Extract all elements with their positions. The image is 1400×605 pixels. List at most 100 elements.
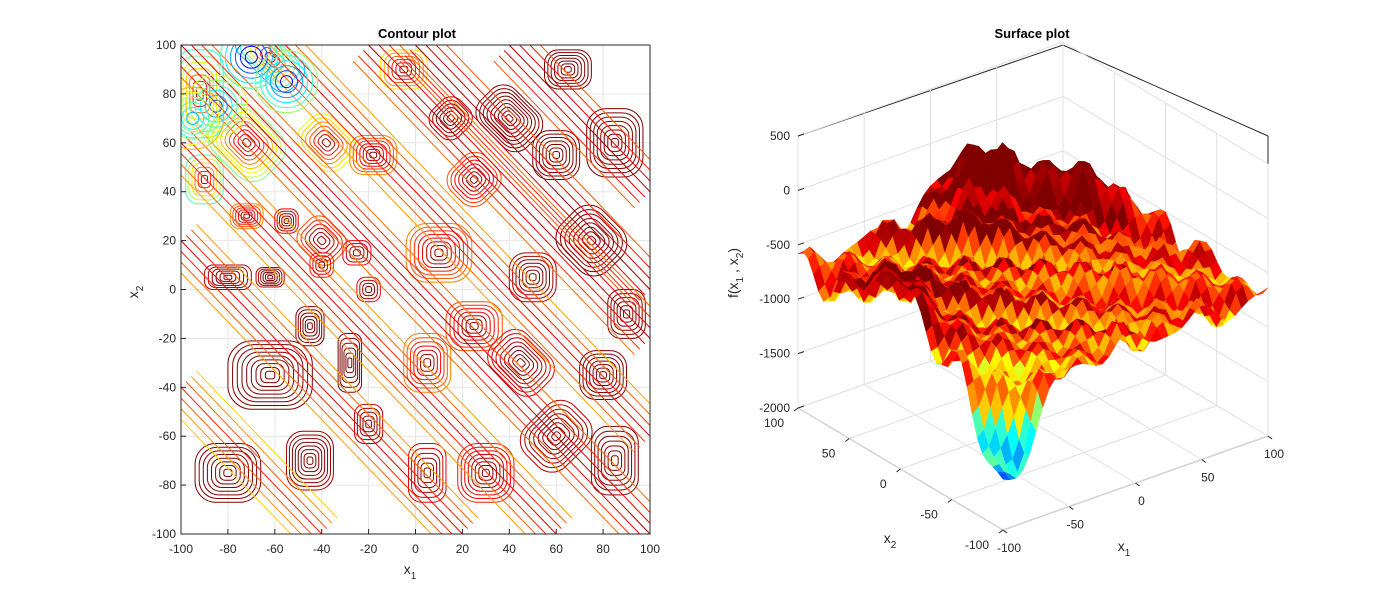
- contour-line: [607, 450, 623, 471]
- contour-line: [482, 91, 536, 145]
- contour-line: [564, 213, 619, 268]
- contour-line: [283, 218, 290, 224]
- contour-line: [365, 285, 373, 294]
- contour-line: [460, 446, 511, 500]
- contour-line: [274, 45, 650, 437]
- contour-cluster: [543, 49, 592, 90]
- contour-line: [420, 353, 435, 372]
- contour-line: [262, 271, 278, 283]
- surface-x-tick: [1002, 529, 1008, 534]
- contour-line: [435, 103, 466, 134]
- contour-line: [357, 55, 641, 350]
- contour-line: [445, 45, 650, 258]
- contour-line: [493, 60, 635, 209]
- contour-y-tick-label: -80: [159, 478, 177, 492]
- contour-line: [439, 107, 463, 130]
- contour-line: [239, 45, 263, 69]
- contour-line: [181, 152, 547, 534]
- contour-line: [269, 50, 646, 442]
- contour-cluster: [296, 113, 356, 173]
- contour-line: [573, 222, 610, 259]
- contour-line: [589, 112, 640, 174]
- surface-z-tick-label: 0: [783, 183, 790, 197]
- contour-cluster: [207, 103, 286, 183]
- surface-y-tick-label: -50: [920, 508, 938, 522]
- contour-line: [181, 163, 537, 534]
- contour-line: [194, 443, 262, 503]
- contour-line: [508, 252, 557, 303]
- contour-line: [181, 91, 220, 145]
- contour-line: [229, 45, 273, 79]
- contour-line: [258, 60, 635, 453]
- contour-line: [241, 137, 252, 148]
- contour-line: [595, 367, 611, 383]
- contour-line: [181, 76, 620, 534]
- contour-line: [543, 49, 592, 90]
- surface-y-tick-label: 0: [880, 477, 887, 491]
- contour-y-tick-label: 60: [163, 136, 177, 150]
- contour-line: [211, 268, 245, 286]
- contour-line: [388, 45, 650, 318]
- contour-y-tick-label: 80: [163, 87, 177, 101]
- contour-line: [505, 114, 514, 123]
- contour-line: [204, 94, 228, 118]
- contour-line: [458, 163, 491, 196]
- contour-line: [275, 70, 299, 94]
- surface-y-tick-label: -100: [965, 538, 989, 552]
- contour-y-tick-label: -60: [159, 429, 177, 443]
- contour-line: [515, 259, 550, 296]
- contour-line: [503, 345, 539, 381]
- contour-line: [535, 133, 577, 177]
- contour-x-tick-label: 80: [596, 542, 610, 556]
- contour-line: [291, 438, 329, 484]
- contour-line: [413, 345, 442, 381]
- contour-line: [589, 360, 618, 390]
- contour-line: [610, 293, 643, 335]
- contour-line: [428, 96, 473, 141]
- contour-line: [525, 269, 540, 285]
- surface-xlabel: x1: [1118, 538, 1131, 559]
- surface-title: Surface plot: [994, 26, 1070, 41]
- contour-line: [215, 461, 241, 485]
- contour-line: [478, 465, 494, 481]
- contour-line: [469, 175, 479, 184]
- contour-line: [181, 55, 641, 534]
- contour-line: [404, 55, 641, 301]
- contour-line: [255, 363, 285, 387]
- contour-cluster: [586, 108, 644, 178]
- contour-line: [190, 45, 650, 524]
- contour-line: [232, 205, 261, 227]
- contour-line: [499, 341, 543, 385]
- surface-y-tick: [947, 499, 953, 503]
- contour-line: [607, 289, 646, 339]
- contour-cluster: [457, 443, 515, 503]
- contour-line: [586, 235, 597, 246]
- contour-line: [538, 137, 574, 173]
- contour-line: [190, 131, 567, 524]
- contour-line: [398, 45, 650, 307]
- contour-line: [493, 102, 525, 134]
- surface-ticks: 5000-500-1000-1500-2000-100-500501001005…: [759, 129, 1284, 555]
- contour-line: [461, 315, 487, 338]
- contour-x-tick-label: -80: [219, 542, 237, 556]
- contour-line: [465, 171, 483, 188]
- contour-line: [512, 255, 554, 299]
- surface-x-tick-label: -50: [1067, 518, 1085, 532]
- contour-line: [278, 213, 295, 229]
- contour-line: [219, 465, 237, 481]
- contour-line: [190, 376, 333, 524]
- contour-line: [185, 381, 328, 529]
- contour-line: [216, 112, 278, 174]
- contour-line: [490, 99, 529, 138]
- contour-line: [300, 449, 320, 473]
- contour-line: [600, 440, 629, 481]
- contour-line: [189, 79, 243, 133]
- contour-line: [264, 273, 276, 282]
- contour-line: [270, 65, 304, 99]
- surface-ylabel: x2: [884, 530, 897, 551]
- contour-line: [435, 45, 650, 269]
- surface-mesh: [797, 142, 1269, 481]
- contour-cluster: [508, 252, 557, 303]
- contour-y-tick-label: -40: [159, 380, 177, 394]
- contour-y-tick-label: -20: [159, 331, 177, 345]
